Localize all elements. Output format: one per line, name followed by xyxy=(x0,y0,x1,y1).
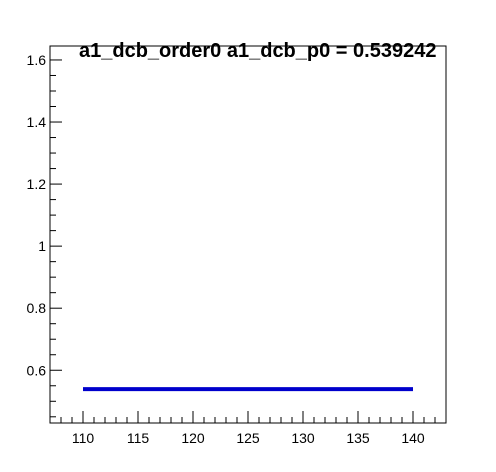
x-tick-label: 135 xyxy=(346,430,370,446)
y-tick-label: 0.8 xyxy=(27,300,47,316)
x-tick-label: 130 xyxy=(291,430,315,446)
y-tick-label: 0.6 xyxy=(27,362,47,378)
x-axis-ticks: 110 115 120 125 130 135 140 xyxy=(49,411,447,446)
y-tick-label: 1 xyxy=(38,238,46,254)
x-tick-label: 125 xyxy=(236,430,260,446)
y-tick-label: 1.4 xyxy=(27,114,47,130)
y-axis-ticks: 0.6 0.8 1 1.2 1.4 1.6 xyxy=(27,52,62,418)
x-tick-label: 110 xyxy=(72,430,95,446)
plot-frame xyxy=(49,45,447,424)
chart-title: a1_dcb_order0 a1_dcb_p0 = 0.539242 xyxy=(79,40,436,62)
y-tick-label: 1.2 xyxy=(27,176,47,192)
x-tick-label: 140 xyxy=(401,430,425,446)
x-tick-label: 120 xyxy=(181,430,205,446)
y-tick-label: 1.6 xyxy=(27,52,47,68)
x-tick-label: 115 xyxy=(127,430,150,446)
